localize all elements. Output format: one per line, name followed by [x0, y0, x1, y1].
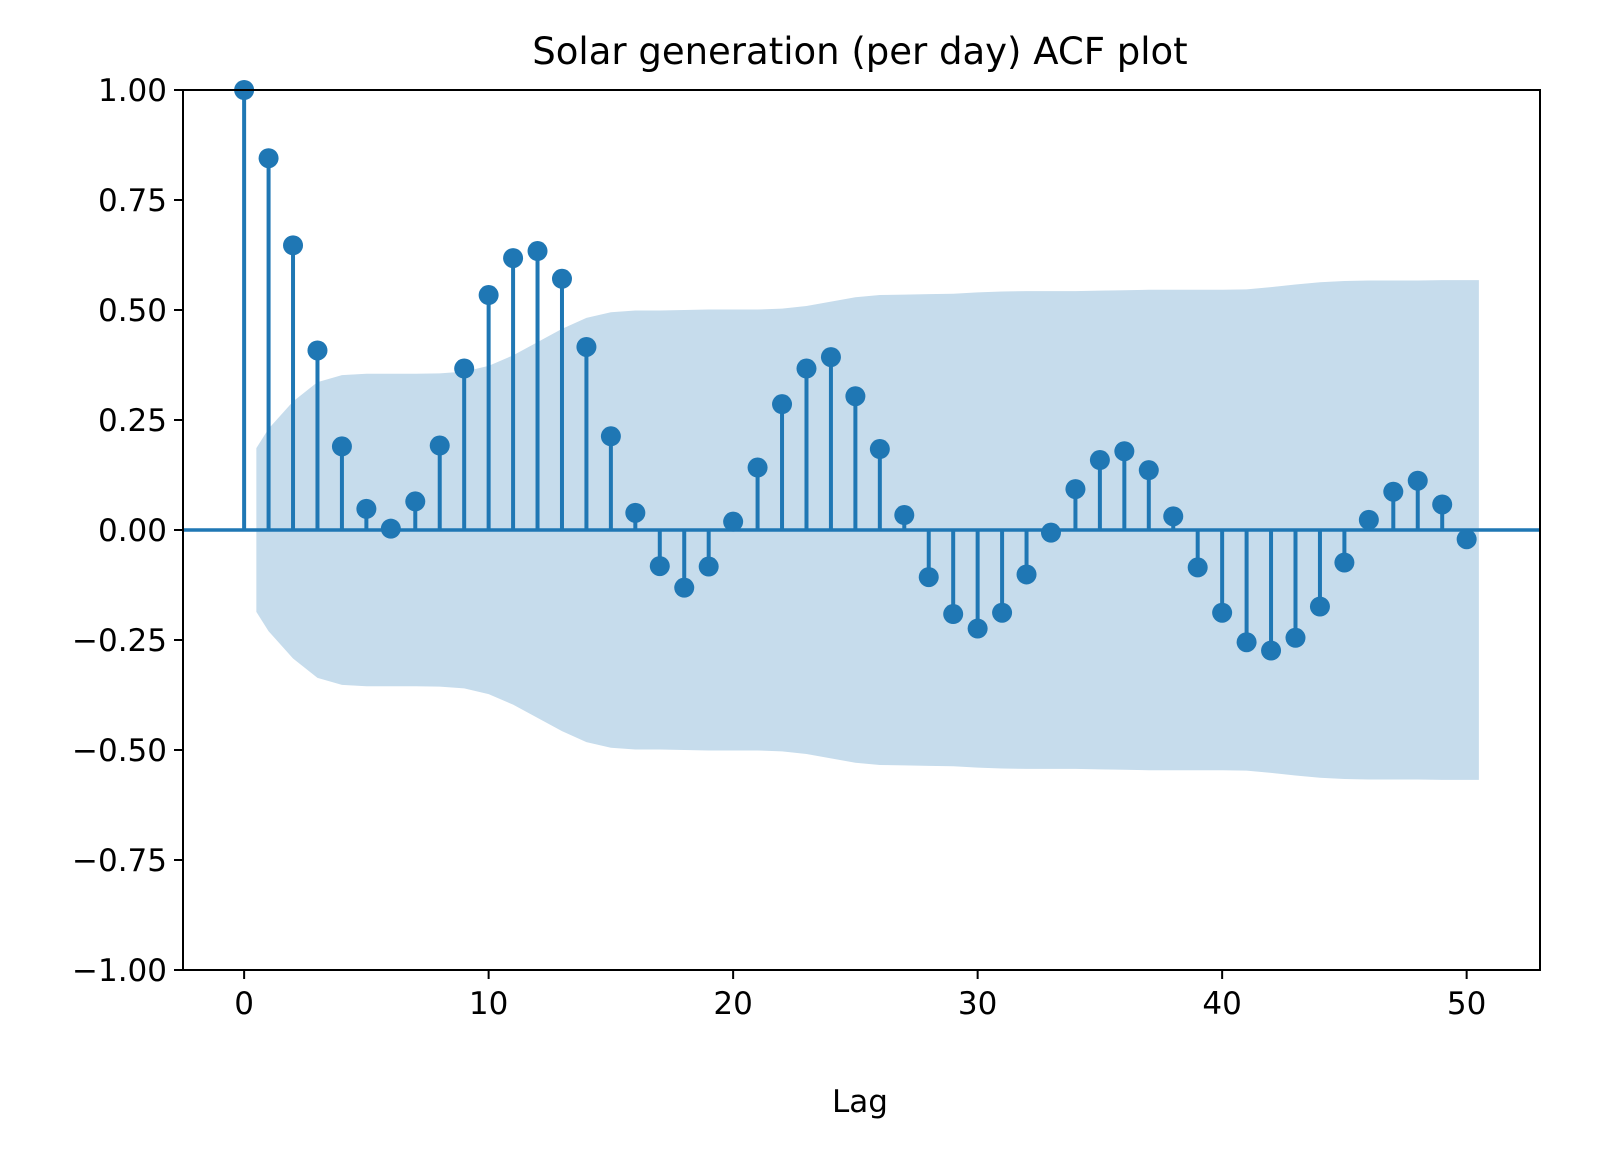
acf-marker [1163, 506, 1184, 527]
y-tick-label: −0.25 [72, 623, 167, 659]
acf-marker [283, 235, 304, 256]
acf-marker [992, 602, 1013, 623]
acf-marker [1212, 602, 1233, 623]
x-tick-label: 10 [469, 986, 508, 1022]
acf-marker [527, 241, 548, 262]
x-tick-label: 20 [713, 986, 752, 1022]
plot-area: 1.00 0.75 0.50 0.25 0.00 −0.25 −0.50 −0.75 −1.00… [72, 73, 1541, 1022]
x-tick-label: 40 [1202, 986, 1241, 1022]
acf-marker [698, 556, 719, 577]
acf-marker [1138, 460, 1159, 481]
x-tick-label: 50 [1447, 986, 1486, 1022]
acf-marker [331, 436, 352, 457]
acf-marker [429, 435, 450, 456]
acf-marker [1309, 596, 1330, 617]
acf-markers [234, 80, 1477, 661]
y-tick-label: −0.50 [72, 733, 167, 769]
acf-marker [845, 386, 866, 407]
chart-title: Solar generation (per day) ACF plot [532, 30, 1187, 73]
y-tick-label: 0.25 [98, 403, 167, 439]
x-tick-label: 30 [958, 986, 997, 1022]
acf-marker [1016, 564, 1037, 585]
acf-marker [649, 556, 670, 577]
acf-marker [1334, 552, 1355, 573]
acf-marker [1187, 557, 1208, 578]
x-axis-label: Lag [832, 1084, 888, 1120]
acf-marker [796, 358, 817, 379]
x-tick-label: 0 [234, 986, 254, 1022]
acf-marker [600, 426, 621, 447]
acf-marker [943, 604, 964, 625]
acf-marker [258, 148, 279, 169]
y-tick-label: 0.00 [98, 513, 167, 549]
acf-marker [869, 439, 890, 460]
acf-marker [723, 511, 744, 532]
acf-marker [454, 358, 475, 379]
acf-marker [356, 498, 377, 519]
y-tick-label: −1.00 [72, 953, 167, 989]
plot-content [183, 90, 1540, 780]
acf-marker [674, 577, 695, 598]
acf-marker [747, 457, 768, 478]
y-tick-label: 0.75 [98, 183, 167, 219]
acf-marker [1383, 481, 1404, 502]
y-tick-label: 1.00 [98, 73, 167, 109]
acf-marker [1236, 632, 1257, 653]
acf-marker [1358, 509, 1379, 530]
acf-marker [478, 285, 499, 306]
acf-marker [307, 340, 328, 361]
acf-marker [551, 268, 572, 289]
acf-marker [380, 518, 401, 539]
y-tick-label: −0.75 [72, 843, 167, 879]
acf-marker [1407, 470, 1428, 491]
acf-marker [918, 567, 939, 588]
acf-marker [820, 347, 841, 368]
acf-marker [503, 248, 524, 269]
acf-marker [772, 394, 793, 415]
acf-marker [1285, 627, 1306, 648]
acf-marker [1040, 522, 1061, 543]
y-tick-label: 0.50 [98, 293, 167, 329]
acf-marker [1089, 450, 1110, 471]
acf-marker [405, 491, 426, 512]
acf-marker [625, 502, 646, 523]
acf-marker [1432, 494, 1453, 515]
acf-marker [1065, 479, 1086, 500]
acf-marker [1456, 529, 1477, 550]
acf-marker [1114, 441, 1135, 462]
acf-marker [894, 505, 915, 526]
acf-marker [967, 618, 988, 639]
acf-marker [576, 336, 597, 357]
acf-marker [1261, 640, 1282, 661]
